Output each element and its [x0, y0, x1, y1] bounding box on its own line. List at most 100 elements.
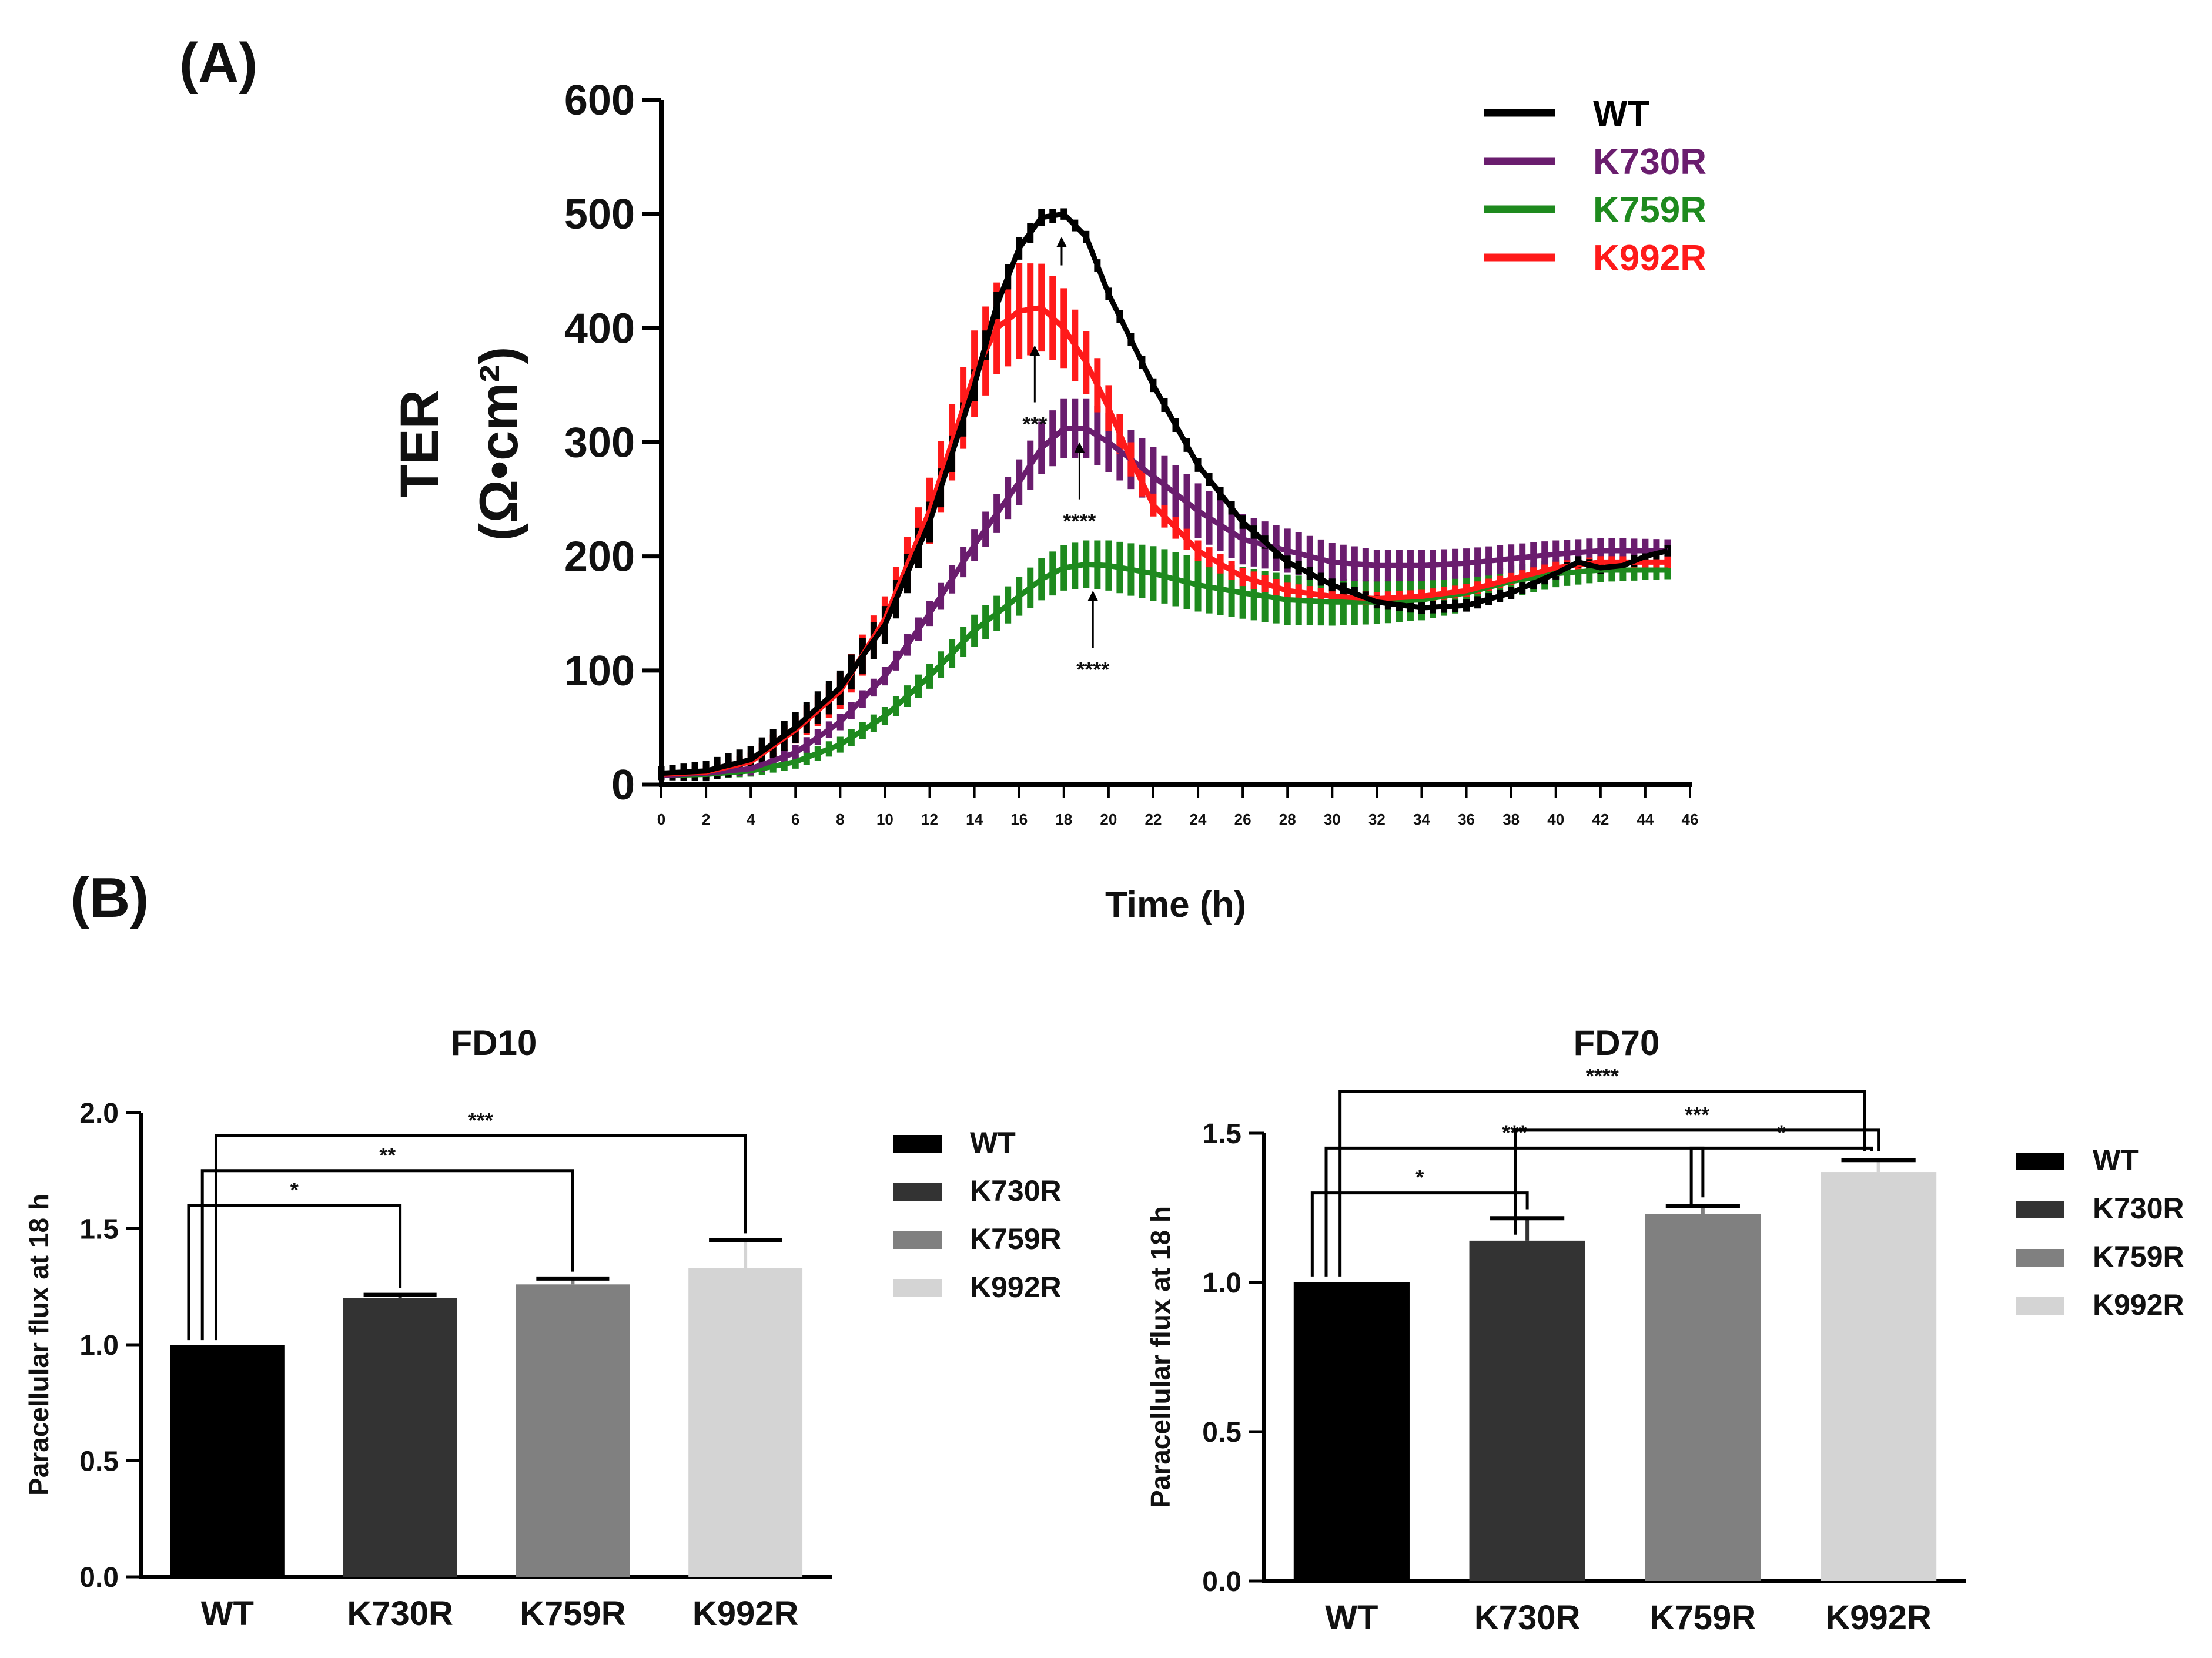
ter-x-tick-label: 22 — [1145, 810, 1162, 828]
ter-x-tick-label: 34 — [1413, 810, 1430, 828]
b1-x-tick-label: K992R — [692, 1595, 799, 1633]
fd10-title: FD10 — [451, 1023, 537, 1063]
fd70-bar-chart: FD70 Paracellular flux at 18 h 0.0 0.5 1.0… — [1145, 1023, 2184, 1637]
b1-y-tick-label: 2.0 — [79, 1098, 119, 1129]
b1-bar-k730r — [343, 1298, 457, 1577]
b1-significance-label: ** — [379, 1143, 396, 1167]
b1-legend-swatch — [893, 1279, 942, 1297]
b2-significance-bracket — [1310, 1191, 1529, 1277]
ter-x-tick-label: 30 — [1324, 810, 1341, 828]
b2-significance-label: *** — [1685, 1103, 1709, 1127]
b1-x-tick-label: K730R — [347, 1595, 453, 1633]
panel-a-label: (A) — [179, 32, 257, 95]
fd10-plot-area: 0.00.51.01.52.0WT K730R K759R K992R****** — [79, 1098, 832, 1633]
ter-x-tick-label: 32 — [1368, 810, 1386, 828]
ter-x-tick-label: 2 — [702, 810, 710, 828]
b1-legend-swatch — [893, 1231, 942, 1249]
b2-significance-label: **** — [1586, 1064, 1619, 1088]
b2-y-tick-label: 0.0 — [1202, 1566, 1241, 1597]
b2-significance-bracket — [1514, 1128, 1880, 1235]
ter-annotation-label: *** — [1022, 412, 1047, 436]
b2-bar-wt — [1293, 1282, 1410, 1581]
b1-bar-k992r — [688, 1268, 803, 1577]
b2-significance-label: * — [1415, 1165, 1424, 1190]
fd10-y-axis-label: Paracellular flux at 18 h — [24, 1194, 54, 1496]
b1-legend-swatch — [893, 1183, 942, 1201]
ter-x-tick-label: 12 — [921, 810, 938, 828]
fd70-legend: WT K730R K759R K992R — [2016, 1144, 2184, 1321]
ter-x-tick-label: 4 — [747, 810, 755, 828]
b2-bar-k992r — [1821, 1172, 1937, 1581]
b2-legend-swatch — [2016, 1153, 2064, 1170]
ter-x-tick-label: 42 — [1592, 810, 1609, 828]
ter-annotation-arrowhead — [1074, 442, 1085, 453]
ter-annotation-arrowhead — [1029, 345, 1040, 356]
b2-significance-bracket — [1338, 1090, 1866, 1277]
b2-bar-k759r — [1645, 1214, 1761, 1581]
ter-annotation-label: **** — [1076, 657, 1109, 681]
b1-bar-wt — [170, 1345, 285, 1577]
b2-x-tick-label: K730R — [1474, 1599, 1581, 1637]
ter-x-tick-label: 24 — [1190, 810, 1207, 828]
b2-legend-swatch — [2016, 1249, 2064, 1267]
b2-legend-swatch — [2016, 1201, 2064, 1218]
b2-x-tick-label: K759R — [1650, 1599, 1756, 1637]
ter-x-tick-label: 44 — [1637, 810, 1654, 828]
b1-x-tick-label: K759R — [520, 1595, 626, 1633]
ter-x-tick-label: 40 — [1547, 810, 1564, 828]
b1-bar-k759r — [516, 1284, 630, 1577]
b1-y-tick-label: 0.5 — [79, 1446, 119, 1478]
b1-legend-label: K992R — [970, 1271, 1062, 1304]
ter-y-tick-label: 400 — [564, 305, 635, 352]
ter-y-tick-label: 100 — [564, 648, 635, 695]
b2-y-tick-label: 0.5 — [1202, 1417, 1241, 1448]
ter-legend-label: K730R — [1593, 142, 1706, 182]
b2-y-tick-label: 1.0 — [1202, 1268, 1241, 1299]
ter-y-tick-label: 500 — [564, 191, 635, 238]
b1-legend-swatch — [893, 1135, 942, 1153]
ter-y-tick-label: 300 — [564, 420, 635, 467]
b2-legend-swatch — [2016, 1297, 2064, 1315]
ter-x-tick-label: 8 — [836, 810, 844, 828]
b2-x-tick-label: WT — [1325, 1599, 1378, 1637]
b1-y-tick-label: 1.0 — [79, 1330, 119, 1361]
ter-x-tick-label: 20 — [1100, 810, 1117, 828]
fd10-bar-chart: FD10 Paracellular flux at 18 h 0.0 0.5 1.0… — [24, 1023, 1062, 1633]
b1-significance-label: * — [290, 1178, 299, 1202]
b1-legend-label: WT — [970, 1126, 1016, 1159]
b1-significance-bracket — [214, 1134, 747, 1341]
ter-x-tick-label: 26 — [1234, 810, 1251, 828]
b2-legend-label: K992R — [2093, 1288, 2184, 1321]
b1-x-tick-label: WT — [201, 1595, 254, 1633]
ter-legend-label: K992R — [1593, 238, 1706, 279]
ter-legend-label: WT — [1593, 93, 1650, 134]
ter-x-tick-label: 46 — [1682, 810, 1699, 828]
ter-legend: WT K730R K759R K992R — [1484, 93, 1706, 279]
ter-error-bars — [658, 208, 1671, 782]
ter-x-axis-label: Time (h) — [1105, 885, 1246, 925]
ter-legend-label: K759R — [1593, 190, 1706, 230]
ter-x-tick-label: 16 — [1010, 810, 1028, 828]
b2-significance-label: * — [1777, 1120, 1785, 1144]
ter-line-wt — [661, 211, 1669, 776]
b2-significance-bracket — [1689, 1146, 1873, 1208]
ter-y-axis-label: TER — [390, 390, 450, 498]
ter-x-tick-label: 0 — [657, 810, 665, 828]
ter-annotation-arrowhead — [1056, 237, 1067, 247]
b2-bar-k730r — [1469, 1240, 1585, 1581]
b1-y-tick-label: 1.5 — [79, 1214, 119, 1245]
b1-significance-bracket — [187, 1204, 402, 1341]
ter-x-tick-label: 28 — [1279, 810, 1296, 828]
b2-y-tick-label: 1.5 — [1202, 1118, 1241, 1150]
b2-legend-label: WT — [2093, 1144, 2139, 1177]
ter-annotation-label: **** — [1063, 509, 1096, 533]
ter-line-k992r — [661, 304, 1668, 777]
b1-significance-label: *** — [468, 1108, 493, 1133]
fd70-title: FD70 — [1574, 1023, 1660, 1063]
ter-x-tick-label: 36 — [1458, 810, 1475, 828]
fd70-y-axis-label: Paracellular flux at 18 h — [1145, 1206, 1176, 1508]
b1-significance-bracket — [200, 1169, 574, 1341]
